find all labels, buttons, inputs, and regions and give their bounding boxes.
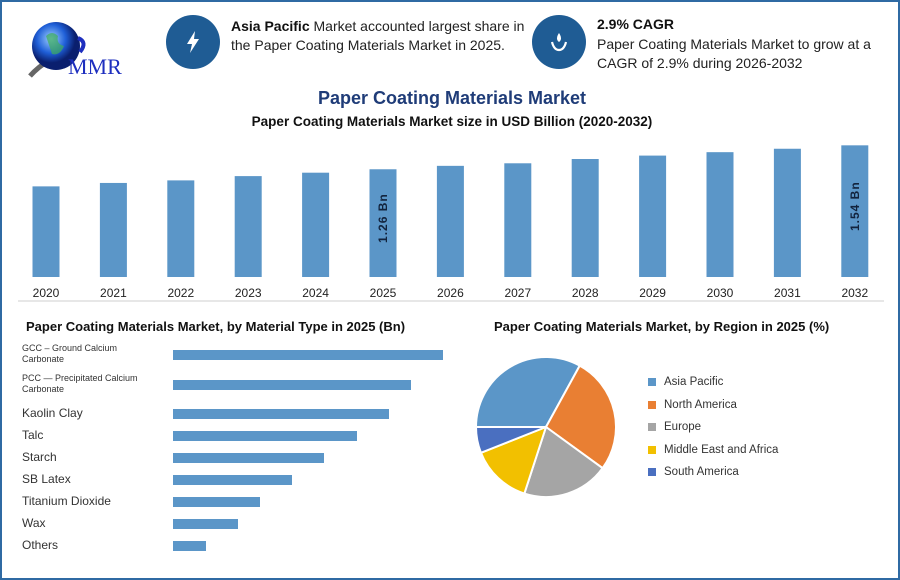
x-tick-label: 2025 bbox=[370, 286, 397, 300]
bar-kaolin bbox=[173, 409, 389, 419]
region-chart-title: Paper Coating Materials Market, by Regio… bbox=[494, 319, 830, 334]
highlight-region: Asia Pacific Market accounted largest sh… bbox=[231, 17, 531, 55]
highlight-cagr: 2.9% CAGR Paper Coating Materials Market… bbox=[597, 15, 887, 73]
data-label: 1.54 Bn bbox=[848, 181, 862, 231]
material-chart-title: Paper Coating Materials Market, by Mater… bbox=[26, 319, 406, 334]
legend-item: North America bbox=[648, 394, 778, 417]
pie-legend: Asia Pacific North America Europe Middle Ea… bbox=[648, 371, 778, 484]
x-tick-label: 2027 bbox=[504, 286, 531, 300]
bar-talc bbox=[173, 431, 357, 441]
bar-2029 bbox=[639, 155, 667, 277]
region-pie-chart bbox=[474, 356, 617, 498]
legend-label: South America bbox=[664, 466, 739, 479]
bar-others bbox=[173, 541, 206, 551]
pie-slice-middle-east-and-africa bbox=[479, 425, 548, 495]
logo-text: MMR bbox=[68, 54, 122, 79]
legend-label: North America bbox=[664, 398, 737, 411]
x-tick-label: 2028 bbox=[572, 286, 599, 300]
category-label: Starch bbox=[22, 450, 57, 464]
bar-2031 bbox=[773, 148, 801, 277]
highlight-icon-circle bbox=[166, 15, 220, 69]
x-tick-label: 2024 bbox=[302, 286, 329, 300]
bar-2023 bbox=[234, 176, 262, 277]
bar-chart-title: Paper Coating Materials Market size in U… bbox=[251, 114, 653, 129]
x-tick-label: 2026 bbox=[437, 286, 464, 300]
category-label: Talc bbox=[22, 428, 44, 442]
highlight-bold: Asia Pacific bbox=[231, 18, 310, 34]
legend-swatch bbox=[648, 445, 656, 454]
bar-2027 bbox=[504, 163, 532, 277]
category-label: Wax bbox=[22, 516, 46, 530]
legend-item: Europe bbox=[648, 416, 778, 439]
legend-swatch bbox=[648, 378, 656, 387]
bar-2032 bbox=[841, 145, 869, 277]
x-tick-label: 2023 bbox=[235, 286, 262, 300]
highlight-text: Paper Coating Materials Market to grow a… bbox=[597, 36, 871, 71]
legend-swatch bbox=[648, 468, 656, 477]
pie-slice-asia-pacific bbox=[474, 356, 582, 428]
category-label: Others bbox=[22, 538, 59, 552]
legend-label: Middle East and Africa bbox=[664, 443, 779, 456]
category-label: Kaolin Clay bbox=[22, 406, 83, 420]
bar-titanium bbox=[173, 497, 260, 507]
legend-item: Asia Pacific bbox=[648, 371, 778, 394]
page-title: Paper Coating Materials Market bbox=[317, 88, 587, 108]
bar-sb bbox=[173, 475, 292, 485]
bar-2026 bbox=[436, 165, 464, 277]
x-tick-label: 2032 bbox=[841, 286, 868, 300]
drop-hand-icon bbox=[550, 33, 568, 52]
bar-2030 bbox=[706, 152, 734, 277]
category-label: GCC – Ground Calcium Carbonate bbox=[22, 343, 118, 364]
legend-item: Middle East and Africa bbox=[648, 439, 778, 462]
bar-2021 bbox=[99, 182, 127, 277]
bar-pcc bbox=[173, 380, 411, 390]
data-label: 1.26 Bn bbox=[376, 193, 390, 243]
bar-2028 bbox=[571, 159, 599, 277]
highlight-text: Market accounted largest share in the Pa… bbox=[231, 18, 525, 53]
legend-swatch bbox=[648, 400, 656, 409]
logo: MMR bbox=[26, 18, 146, 80]
x-tick-label: 2020 bbox=[33, 286, 60, 300]
bar-gcc bbox=[173, 350, 443, 360]
x-tick-label: 2031 bbox=[774, 286, 801, 300]
x-tick-label: 2029 bbox=[639, 286, 666, 300]
pie-slice-europe bbox=[523, 425, 605, 498]
market-size-bar-chart: 2020 2021 2022 2023 2024 2025 1.26 Bn 2026 2027 2… bbox=[18, 145, 884, 302]
legend-label: Asia Pacific bbox=[664, 376, 724, 389]
x-tick-label: 2030 bbox=[707, 286, 734, 300]
material-type-bar-chart: GCC – Ground Calcium Carbonate PCC — Prec… bbox=[2, 337, 462, 567]
legend-label: Europe bbox=[664, 421, 702, 434]
x-tick-label: 2021 bbox=[100, 286, 127, 300]
pie-slice-south-america bbox=[474, 426, 547, 455]
category-label: Titanium Dioxide bbox=[22, 494, 111, 508]
highlight-bold: 2.9% CAGR bbox=[597, 16, 675, 32]
bar-2020 bbox=[32, 186, 60, 277]
globe-icon bbox=[28, 22, 86, 78]
bar-2022 bbox=[167, 180, 195, 277]
category-label: PCC — Precipitated Calcium Carbonate bbox=[22, 373, 138, 394]
legend-item: South America bbox=[648, 461, 778, 484]
pie-slice-north-america bbox=[544, 364, 617, 470]
lightning-icon bbox=[187, 31, 199, 53]
bar-2024 bbox=[302, 172, 330, 277]
bar-starch bbox=[173, 453, 324, 463]
x-tick-label: 2022 bbox=[167, 286, 194, 300]
category-label: SB Latex bbox=[22, 472, 71, 486]
highlight-icon-circle bbox=[532, 15, 586, 69]
bar-wax bbox=[173, 519, 238, 529]
bar-2025 bbox=[369, 169, 397, 277]
legend-swatch bbox=[648, 423, 656, 432]
